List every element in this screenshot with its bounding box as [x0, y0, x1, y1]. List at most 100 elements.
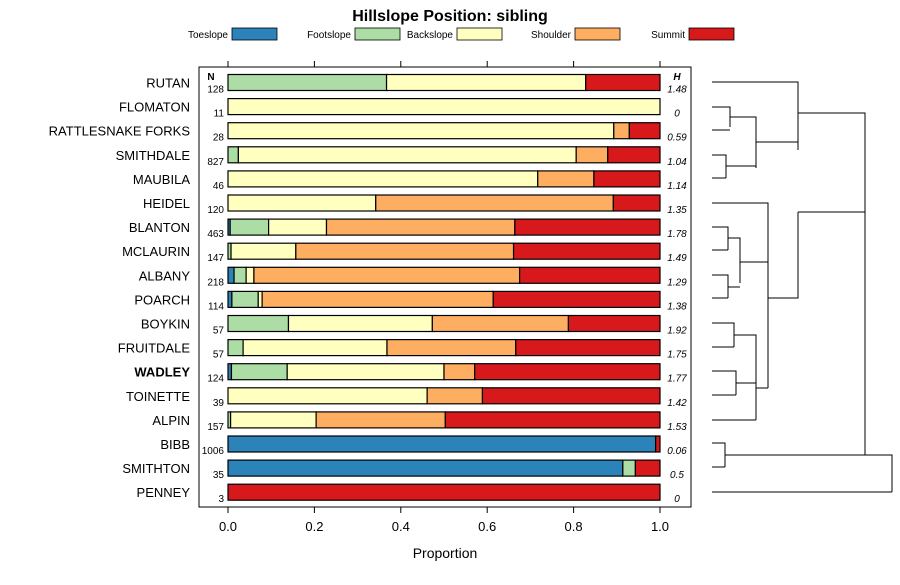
n-value-toinette: 39 [213, 398, 225, 409]
n-value-albany: 218 [207, 277, 224, 288]
n-value-maubila: 46 [213, 181, 225, 192]
bar-segment-boykin-summit [567, 314, 661, 333]
bar-segment-fruitdale-summit [515, 339, 661, 357]
bar-segment-albany-backslope [245, 266, 255, 284]
bar-segment-blanton-backslope [268, 218, 328, 236]
h-value-alpin: 1.53 [667, 422, 687, 433]
category-label-boykin: BOYKIN [141, 317, 190, 332]
category-label-maubila: MAUBILA [133, 172, 190, 187]
category-label-rattlesnake-forks: RATTLESNAKE FORKS [49, 124, 191, 139]
category-label-heidel: HEIDEL [143, 196, 190, 211]
dendrogram [712, 81, 893, 493]
bar-segment-rutan-backslope [385, 73, 587, 92]
category-label-penney: PENNEY [137, 485, 191, 500]
n-value-flomaton: 11 [214, 109, 225, 120]
h-values: 1.48 0 0.59 1.04 1.14 1.35 1.78 1.49 1.29 1.38 1.9… [667, 85, 687, 506]
bar-segment-alpin-shoulder [315, 411, 446, 429]
h-value-boykin: 1.92 [667, 326, 687, 337]
n-value-alpin: 157 [207, 422, 224, 433]
legend-label-backslope: Backslope [407, 30, 454, 41]
h-value-blanton: 1.78 [667, 229, 687, 240]
n-value-mclaurin: 147 [207, 253, 224, 264]
n-value-fruitdale: 57 [213, 350, 225, 361]
dendrogram-branch [712, 202, 769, 388]
legend-swatch-shoulder [574, 27, 621, 41]
h-value-heidel: 1.35 [667, 205, 687, 216]
bar-segment-poarch-shoulder [261, 290, 494, 308]
category-label-flomaton: FLOMATON [119, 100, 190, 115]
bar-segment-blanton-summit [514, 218, 661, 236]
x-tick-label-3: 0.6 [478, 519, 496, 534]
bar-segment-heidel-summit [612, 194, 661, 212]
category-label-rutan: RUTAN [146, 76, 190, 91]
dendrogram-branch [712, 442, 726, 467]
bar-segment-rattlesnake-forks-summit [628, 122, 661, 140]
bar-segment-blanton-shoulder [325, 218, 516, 236]
legend-label-shoulder: Shoulder [531, 30, 572, 41]
bar-segment-albany-toeslope [227, 266, 235, 284]
bar-segment-heidel-shoulder [375, 194, 614, 212]
bar-segment-alpin-backslope [229, 411, 317, 429]
h-value-rutan: 1.48 [667, 85, 687, 96]
dendrogram-branch [712, 226, 729, 250]
n-value-smithton: 35 [213, 470, 225, 481]
bar-segment-flomaton-backslope [227, 97, 661, 116]
category-label-poarch: POARCH [134, 292, 190, 307]
bar-segment-fruitdale-backslope [242, 339, 388, 357]
bar-segment-penney-summit [227, 483, 661, 501]
n-value-poarch: 114 [208, 301, 224, 312]
bar-segment-wadley-summit [474, 363, 661, 381]
bar-segment-smithton-toeslope [227, 459, 624, 477]
dendrogram-branch [712, 274, 729, 298]
legend-label-summit: Summit [651, 30, 685, 41]
category-labels: RUTAN FLOMATON RATTLESNAKE FORKS SMITHDALE M… [49, 76, 191, 501]
bar-segment-wadley-footslope [230, 363, 288, 381]
h-value-bibb: 0.06 [667, 446, 687, 457]
bar-segment-toinette-summit [481, 387, 661, 405]
h-value-toinette: 1.42 [667, 398, 687, 409]
bar-segment-mclaurin-summit [512, 242, 661, 260]
n-value-smithdale: 827 [207, 157, 224, 168]
n-value-heidel: 120 [207, 205, 224, 216]
bar-segment-wadley-shoulder [443, 363, 476, 381]
bar-segment-wadley-backslope [286, 363, 445, 381]
dendrogram-branch [725, 454, 893, 492]
bar-segment-rattlesnake-forks-backslope [227, 122, 615, 140]
x-tick-label-4: 0.8 [565, 519, 583, 534]
h-value-flomaton: 0 [674, 109, 680, 120]
dendrogram-branch [712, 154, 727, 178]
h-value-mclaurin: 1.49 [667, 253, 687, 264]
legend-swatch-footslope [354, 27, 401, 41]
bar-segment-maubila-summit [593, 170, 661, 188]
category-label-albany: ALBANY [139, 268, 191, 283]
x-tick-label-2: 0.4 [392, 519, 410, 534]
x-tick-label-5: 1.0 [651, 519, 669, 534]
category-label-fruitdale: FRUITDALE [118, 341, 191, 356]
n-value-blanton: 463 [207, 229, 224, 240]
dendrogram-branch [712, 370, 737, 395]
chart-title: Hillslope Position: sibling [352, 8, 548, 25]
x-axis: 0.0 0.2 0.4 0.6 0.8 1.0 [219, 61, 669, 534]
dendrogram-branch [768, 212, 799, 299]
n-value-rattlesnake-forks: 28 [213, 133, 225, 144]
bar-segment-smithdale-backslope [237, 146, 577, 164]
n-value-penney: 3 [218, 494, 224, 505]
dendrogram-branch [728, 237, 741, 283]
bar-segment-boykin-footslope [227, 314, 290, 333]
category-label-alpin: ALPIN [152, 413, 190, 428]
bar-segment-fruitdale-footslope [227, 339, 244, 357]
category-label-smithton: SMITHTON [122, 461, 190, 476]
legend-label-footslope: Footslope [307, 30, 351, 41]
bar-segment-smithton-footslope [622, 459, 636, 477]
bar-segment-heidel-backslope [227, 194, 377, 212]
bar-segment-mclaurin-backslope [230, 242, 297, 260]
dendrogram-branch [734, 334, 757, 420]
x-tick-label-1: 0.2 [305, 519, 323, 534]
h-value-poarch: 1.38 [667, 301, 687, 312]
bar-segment-rutan-summit [585, 73, 661, 92]
bar-segment-rattlesnake-forks-shoulder [613, 122, 630, 140]
legend-swatch-backslope [456, 27, 503, 41]
dendrogram-branch [798, 112, 866, 455]
bar-segment-poarch-footslope [231, 290, 259, 308]
bar-segment-boykin-shoulder [431, 314, 570, 333]
